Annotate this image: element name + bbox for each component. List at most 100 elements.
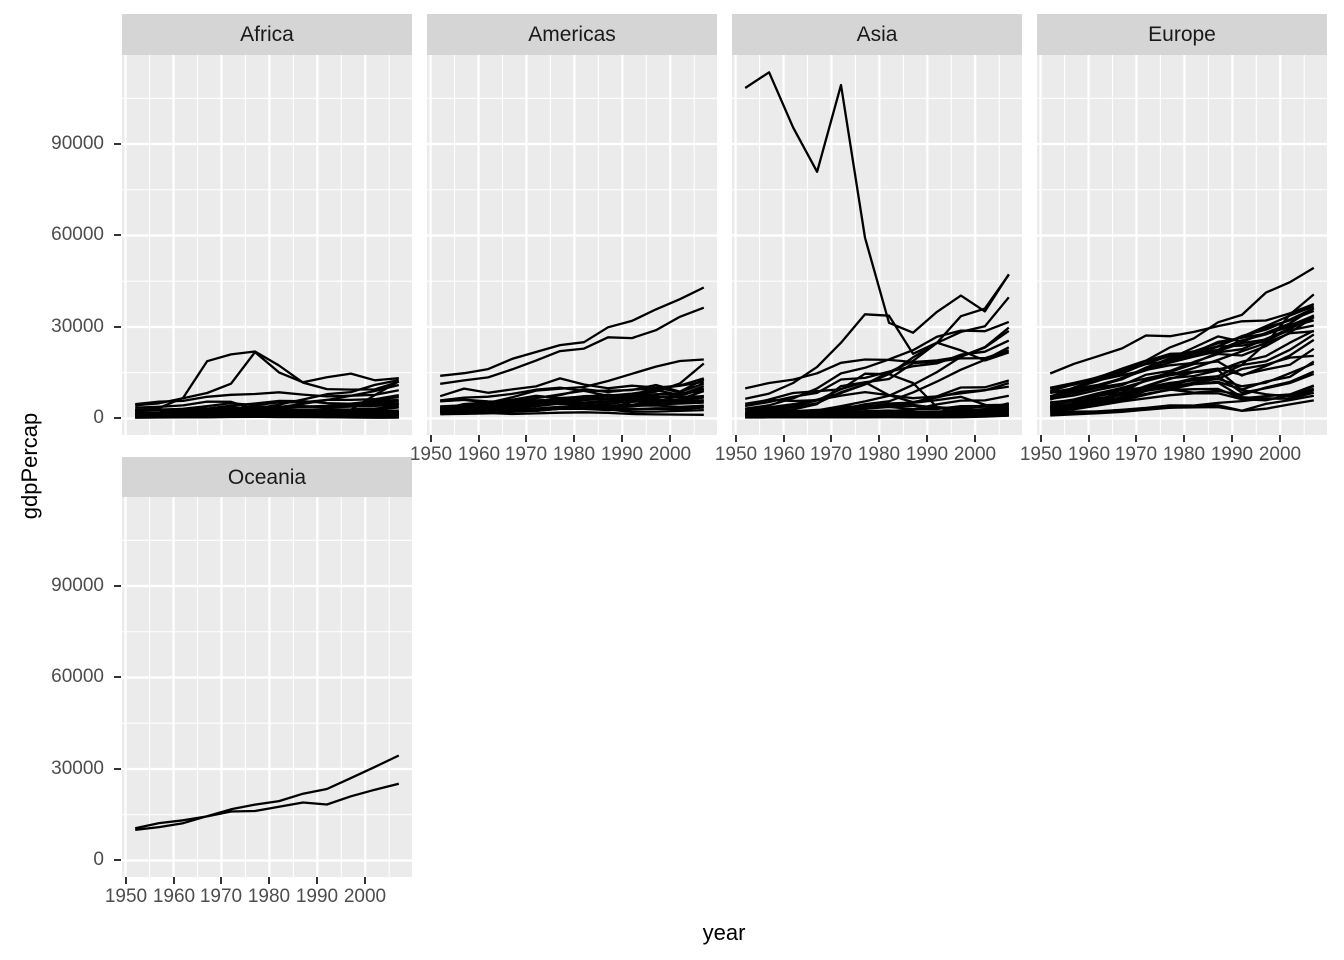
x-tick-label: 1970 — [809, 444, 853, 465]
y-tick-mark — [114, 676, 121, 678]
x-tick-label: 1980 — [857, 444, 901, 465]
x-tick-mark — [268, 877, 270, 884]
x-tick-label: 2000 — [1258, 444, 1302, 465]
facet-panel-asia — [732, 55, 1022, 435]
country-line-korea-dem-rep- — [745, 404, 1009, 417]
x-tick-mark — [316, 877, 318, 884]
x-tick-label: 1950 — [1019, 444, 1063, 465]
y-tick-label: 90000 — [51, 133, 104, 154]
country-line-argentina — [440, 378, 705, 402]
facet-strip-africa: Africa — [122, 14, 412, 55]
x-tick-mark — [573, 435, 575, 442]
x-tick-label: 1950 — [714, 444, 758, 465]
y-tick-label: 90000 — [51, 575, 104, 596]
y-tick-mark — [114, 234, 121, 236]
x-tick-label: 1980 — [1162, 444, 1206, 465]
country-line-lebanon — [745, 385, 1009, 405]
facet-strip-americas: Americas — [427, 14, 717, 55]
x-tick-mark — [430, 435, 432, 442]
y-tick-mark — [114, 585, 121, 587]
x-tick-mark — [220, 877, 222, 884]
country-line-gabon — [135, 350, 399, 407]
x-tick-mark — [830, 435, 832, 442]
country-line-zimbabwe — [135, 414, 399, 419]
country-line-canada — [440, 306, 705, 385]
country-line-iran — [745, 381, 1010, 411]
x-tick-mark — [364, 877, 366, 884]
country-line-kuwait — [744, 71, 1010, 334]
country-line-new-zealand — [134, 782, 400, 830]
y-tick-label: 30000 — [51, 316, 104, 337]
y-tick-mark — [114, 417, 121, 419]
x-tick-mark — [125, 877, 127, 884]
facet-panel-africa — [122, 55, 412, 435]
y-tick-label: 0 — [93, 407, 104, 428]
facet-panel-americas — [427, 55, 717, 435]
y-tick-mark — [114, 859, 121, 861]
x-tick-label: 1990 — [600, 444, 644, 465]
country-line-bolivia — [440, 405, 704, 414]
x-tick-mark — [1231, 435, 1233, 442]
x-tick-label: 1970 — [504, 444, 548, 465]
x-tick-label: 1990 — [1210, 444, 1254, 465]
x-tick-mark — [621, 435, 623, 442]
y-tick-mark — [114, 143, 121, 145]
facet-strip-label: Africa — [240, 22, 294, 46]
y-tick-label: 60000 — [51, 666, 104, 687]
x-tick-mark — [783, 435, 785, 442]
x-tick-label: 1990 — [905, 444, 949, 465]
facet-strip-asia: Asia — [732, 14, 1022, 55]
country-line-australia — [135, 754, 400, 831]
country-line-turkey — [1050, 391, 1315, 414]
x-tick-mark — [669, 435, 671, 442]
x-tick-mark — [1040, 435, 1042, 442]
country-line-yemen-rep- — [745, 410, 1009, 418]
x-tick-mark — [926, 435, 928, 442]
x-tick-label: 1950 — [409, 444, 453, 465]
country-line-czech-republic — [1050, 347, 1315, 399]
x-tick-mark — [478, 435, 480, 442]
x-tick-label: 1960 — [762, 444, 806, 465]
x-tick-label: 1950 — [104, 886, 148, 907]
country-line-reunion — [135, 393, 399, 412]
x-tick-mark — [878, 435, 880, 442]
facet-strip-label: Europe — [1148, 22, 1216, 46]
x-tick-mark — [1279, 435, 1281, 442]
country-line-united-states — [440, 286, 705, 377]
x-tick-label: 1970 — [1114, 444, 1158, 465]
country-line-poland — [1050, 370, 1315, 408]
y-tick-label: 60000 — [51, 224, 104, 245]
x-axis-title: year — [702, 920, 746, 945]
x-tick-mark — [1135, 435, 1137, 442]
country-line-nicaragua — [440, 400, 704, 413]
y-tick-mark — [114, 768, 121, 770]
facet-strip-oceania: Oceania — [122, 457, 412, 498]
x-tick-mark — [173, 877, 175, 884]
facet-strip-label: Asia — [856, 22, 898, 46]
country-line-peru — [440, 394, 705, 409]
x-tick-mark — [735, 435, 737, 442]
x-tick-label: 1990 — [295, 886, 339, 907]
country-line-south-africa — [135, 389, 400, 406]
x-tick-label: 1960 — [457, 444, 501, 465]
country-line-oman — [745, 349, 1010, 415]
x-tick-label: 2000 — [343, 886, 387, 907]
country-line-united-kingdom — [1050, 316, 1315, 390]
facet-strip-europe: Europe — [1037, 14, 1327, 55]
x-tick-label: 1960 — [152, 886, 196, 907]
x-tick-label: 1980 — [247, 886, 291, 907]
country-line-switzerland — [1049, 303, 1315, 375]
x-tick-mark — [525, 435, 527, 442]
country-line-serbia — [1050, 368, 1315, 409]
country-line-japan — [745, 320, 1010, 410]
x-tick-mark — [1183, 435, 1185, 442]
country-line-libya — [135, 350, 400, 413]
facet-strip-label: Oceania — [227, 465, 307, 489]
x-tick-label: 2000 — [953, 444, 997, 465]
country-line-belgium — [1050, 314, 1315, 395]
country-line-saudi-arabia — [744, 313, 1010, 400]
y-tick-mark — [114, 326, 121, 328]
y-tick-label: 0 — [93, 849, 104, 870]
x-tick-label: 1980 — [552, 444, 596, 465]
